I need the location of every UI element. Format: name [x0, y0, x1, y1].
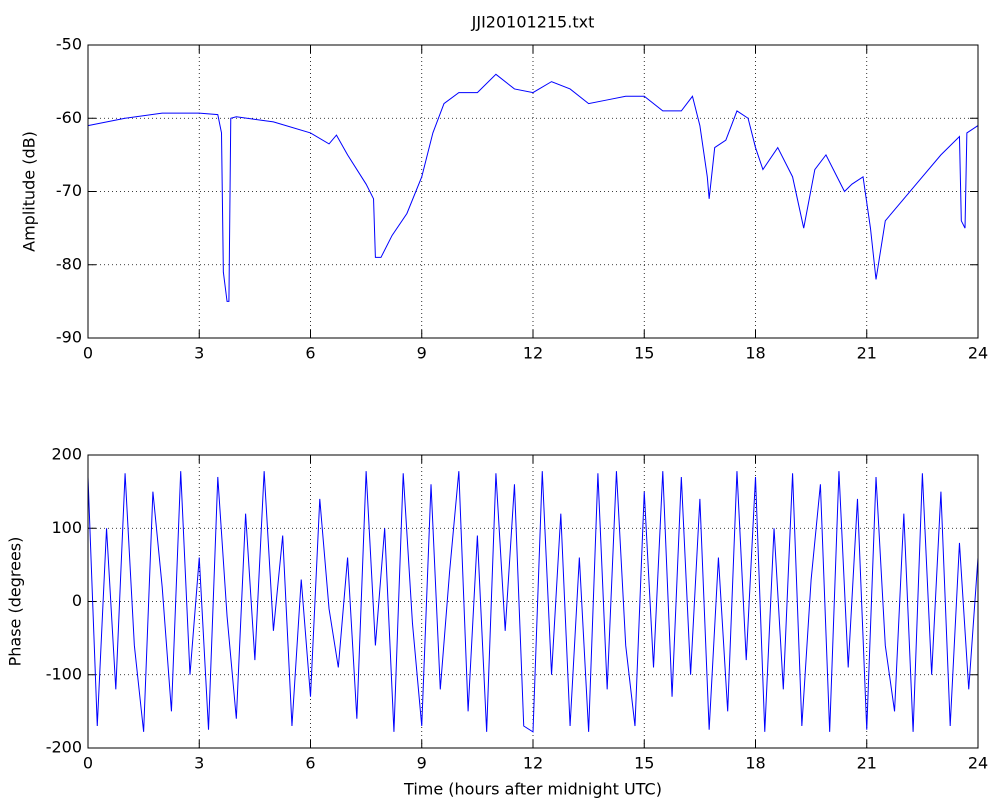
data-line — [87, 73, 979, 302]
x-tick-label: 15 — [634, 344, 654, 363]
x-tick-label: 0 — [83, 344, 93, 363]
x-tick-label: 0 — [83, 754, 93, 773]
x-tick-label: 12 — [523, 754, 543, 773]
y-tick-label: -200 — [46, 738, 82, 757]
axes-frame — [87, 454, 979, 749]
x-tick-label: 6 — [305, 754, 315, 773]
x-tick-label: 24 — [968, 344, 988, 363]
x-tick-label: 9 — [417, 344, 427, 363]
x-tick-label: 18 — [745, 754, 765, 773]
y-tick-label: 200 — [51, 445, 82, 464]
y-tick-label: -80 — [56, 254, 82, 273]
y-tick-label: -50 — [56, 35, 82, 54]
y-tick-label: -90 — [56, 328, 82, 347]
y-axis-label: Amplitude (dB) — [20, 131, 39, 252]
x-tick-label: 3 — [194, 754, 204, 773]
y-tick-label: -60 — [56, 108, 82, 127]
x-tick-label: 21 — [857, 344, 877, 363]
y-tick-label: 100 — [51, 518, 82, 537]
y-tick-label: -70 — [56, 181, 82, 200]
x-tick-label: 6 — [305, 344, 315, 363]
x-tick-label: 9 — [417, 754, 427, 773]
x-tick-label: 12 — [523, 344, 543, 363]
x-tick-label: 3 — [194, 344, 204, 363]
axes-frame — [87, 44, 979, 339]
y-tick-label: 0 — [72, 591, 82, 610]
x-tick-label: 24 — [968, 754, 988, 773]
x-axis-label: Time (hours after midnight UTC) — [403, 780, 662, 799]
x-tick-label: 21 — [857, 754, 877, 773]
y-axis-label: Phase (degrees) — [6, 537, 25, 667]
x-tick-label: 18 — [745, 344, 765, 363]
x-tick-label: 15 — [634, 754, 654, 773]
data-line — [87, 471, 979, 733]
y-tick-label: -100 — [46, 664, 82, 683]
chart-title: JJI20101215.txt — [471, 13, 595, 32]
